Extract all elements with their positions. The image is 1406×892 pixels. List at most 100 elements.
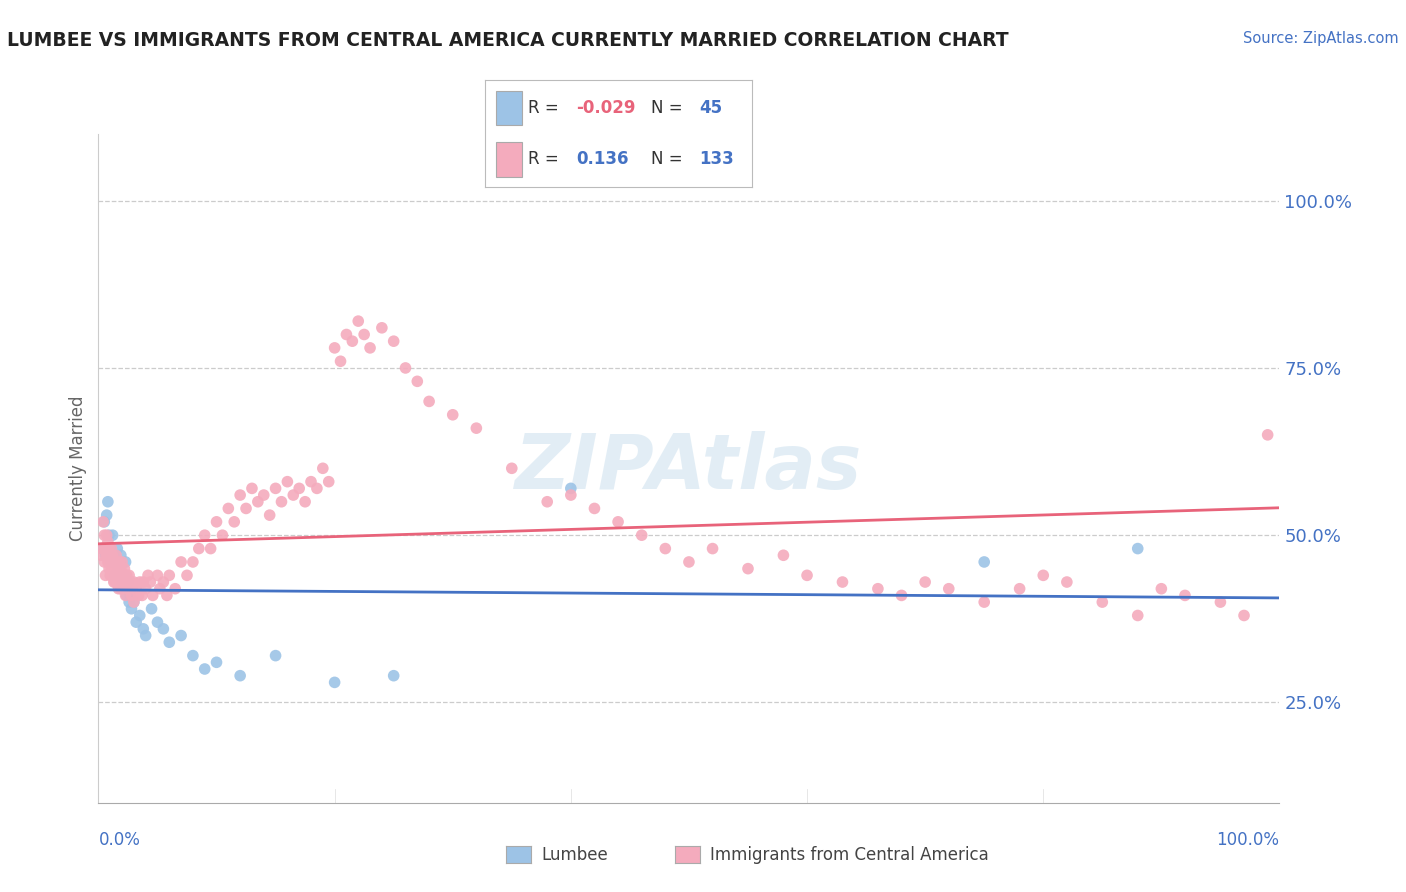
Point: [146, 615, 169, 630]
Point: [132, 575, 155, 590]
Point: [560, 482, 582, 496]
Point: [312, 461, 335, 475]
Point: [866, 582, 889, 596]
Point: [96, 548, 118, 563]
Point: [110, 582, 132, 596]
Point: [1150, 582, 1173, 596]
Point: [382, 669, 405, 683]
Point: [973, 595, 995, 609]
Point: [382, 334, 405, 349]
Point: [394, 361, 416, 376]
Point: [135, 629, 157, 643]
Point: [122, 595, 145, 609]
Text: Lumbee: Lumbee: [541, 846, 607, 863]
Point: [914, 575, 936, 590]
Point: [117, 575, 139, 590]
Point: [110, 548, 132, 563]
Point: [97, 535, 120, 549]
Point: [128, 575, 150, 590]
Point: [1257, 428, 1279, 442]
Point: [114, 589, 136, 603]
Point: [98, 568, 121, 582]
Point: [94, 548, 117, 563]
Point: [98, 528, 121, 542]
Point: [607, 515, 630, 529]
Point: [105, 541, 128, 556]
Text: 133: 133: [699, 151, 734, 169]
Point: [335, 327, 357, 342]
Point: [112, 568, 135, 582]
Point: [246, 494, 269, 508]
Y-axis label: Currently Married: Currently Married: [69, 395, 87, 541]
Point: [91, 541, 114, 556]
Text: 100.0%: 100.0%: [1216, 831, 1279, 849]
Point: [94, 541, 117, 556]
Point: [235, 501, 257, 516]
Point: [93, 528, 115, 542]
FancyBboxPatch shape: [496, 91, 523, 125]
Point: [115, 589, 138, 603]
Point: [125, 582, 148, 596]
Point: [938, 582, 960, 596]
Point: [270, 494, 292, 508]
Point: [1008, 582, 1031, 596]
Point: [121, 582, 143, 596]
Point: [418, 394, 440, 409]
Point: [737, 562, 759, 576]
Point: [146, 568, 169, 582]
Point: [165, 582, 187, 596]
Point: [181, 555, 204, 569]
Text: R =: R =: [527, 99, 558, 117]
Point: [142, 589, 165, 603]
Point: [294, 494, 316, 508]
Point: [217, 501, 239, 516]
Point: [654, 541, 676, 556]
Point: [329, 354, 352, 368]
Point: [112, 562, 135, 576]
Point: [108, 555, 131, 569]
Point: [115, 582, 138, 596]
Point: [105, 555, 128, 569]
Point: [105, 575, 128, 590]
Point: [141, 602, 163, 616]
FancyBboxPatch shape: [496, 143, 523, 177]
Point: [224, 515, 246, 529]
Point: [111, 555, 134, 569]
Point: [305, 482, 328, 496]
Point: [1091, 595, 1114, 609]
Text: -0.029: -0.029: [576, 99, 636, 117]
Point: [101, 528, 124, 542]
Point: [156, 589, 179, 603]
Point: [128, 589, 150, 603]
Point: [107, 562, 129, 576]
Point: [1032, 568, 1054, 582]
Point: [194, 662, 217, 676]
Point: [98, 562, 121, 576]
Point: [100, 541, 122, 556]
Point: [108, 575, 131, 590]
Point: [118, 595, 141, 609]
Point: [890, 589, 912, 603]
Point: [299, 475, 322, 489]
Point: [264, 648, 287, 663]
Point: [121, 589, 143, 603]
Point: [205, 515, 228, 529]
Point: [157, 635, 180, 649]
Point: [1126, 608, 1149, 623]
Point: [170, 555, 193, 569]
Point: [131, 589, 153, 603]
Point: [120, 589, 142, 603]
Point: [342, 334, 364, 349]
Point: [831, 575, 853, 590]
Point: [796, 568, 818, 582]
Point: [103, 548, 125, 563]
Text: R =: R =: [527, 151, 558, 169]
Point: [152, 575, 174, 590]
Point: [104, 562, 127, 576]
Point: [105, 548, 128, 563]
Point: [181, 648, 204, 663]
Point: [125, 615, 148, 630]
Point: [122, 595, 145, 609]
Point: [187, 541, 209, 556]
Point: [114, 568, 136, 582]
